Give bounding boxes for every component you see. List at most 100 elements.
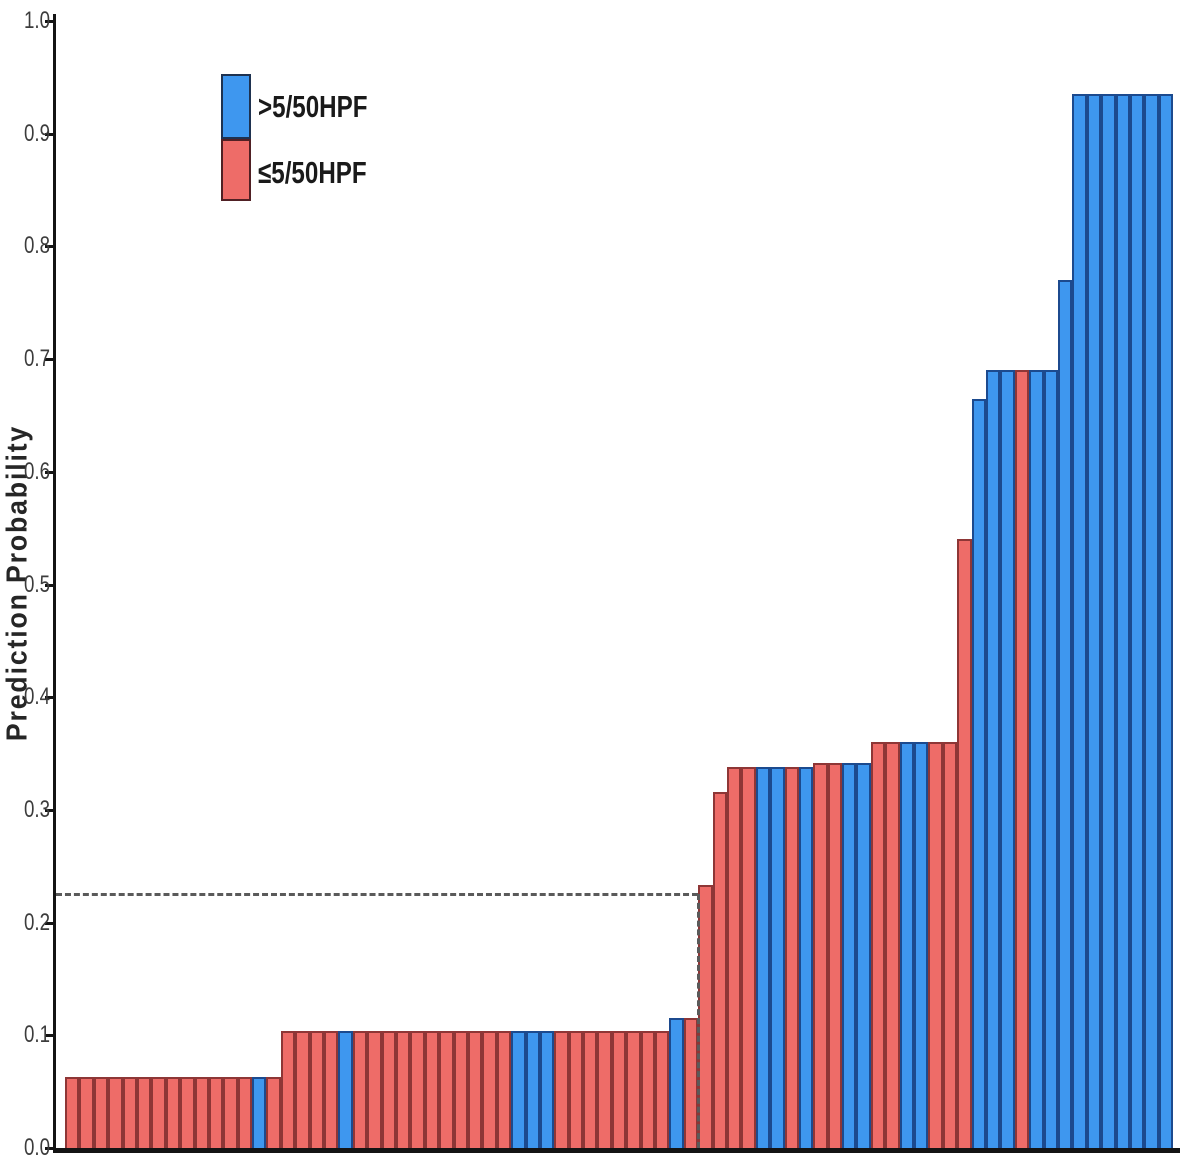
y-tick-mark <box>45 1034 53 1038</box>
y-tick-mark <box>45 20 53 23</box>
y-tick-label: 1.0 <box>23 7 50 34</box>
bar-48-le <box>741 767 756 1148</box>
y-tick-mark <box>45 696 53 700</box>
bar-35-le <box>554 1030 569 1148</box>
bar-3-le <box>93 1077 109 1148</box>
bar-32-gt <box>511 1030 526 1148</box>
legend-label-le5-50hpf: ≤5/50HPF <box>258 155 367 190</box>
bar-59-gt <box>899 742 915 1148</box>
bar-34-gt <box>539 1030 555 1148</box>
bar-23-le <box>381 1030 396 1148</box>
y-tick-mark <box>45 470 53 474</box>
bar-52-gt <box>798 767 814 1148</box>
y-tick-label: 0.8 <box>23 232 50 260</box>
y-tick-mark <box>45 245 53 249</box>
bar-64-gt <box>971 398 986 1148</box>
y-tick-label: 0.0 <box>23 1134 50 1161</box>
threshold-line-horizontal <box>56 892 699 896</box>
bar-2-le <box>79 1077 94 1148</box>
y-axis-line <box>53 14 56 1153</box>
bar-43-gt <box>669 1018 684 1148</box>
bar-9-le <box>180 1077 195 1148</box>
x-axis-line <box>53 1148 1180 1153</box>
bar-36-le <box>568 1030 584 1148</box>
bar-70-gt <box>1057 280 1073 1148</box>
bar-60-gt <box>914 742 929 1148</box>
bar-22-le <box>367 1030 382 1148</box>
bar-19-le <box>324 1030 339 1148</box>
threshold-line-vertical <box>696 894 700 1148</box>
bar-20-gt <box>338 1030 353 1148</box>
y-tick-label: 0.1 <box>23 1021 50 1049</box>
y-tick-label: 0.6 <box>23 457 50 485</box>
plot-area <box>65 21 1174 1148</box>
bar-29-le <box>467 1030 483 1148</box>
bar-58-le <box>885 742 900 1148</box>
bar-75-gt <box>1129 94 1145 1148</box>
bar-18-le <box>309 1030 325 1148</box>
bar-71-gt <box>1072 94 1087 1148</box>
bar-65-gt <box>986 370 1001 1148</box>
bar-37-le <box>583 1030 598 1148</box>
y-tick-mark <box>45 583 53 587</box>
bar-39-le <box>611 1030 627 1148</box>
legend-swatch-le5-50hpf <box>221 139 251 201</box>
bar-76-gt <box>1144 94 1159 1148</box>
bar-55-gt <box>842 762 857 1148</box>
bar-63-le <box>957 539 972 1148</box>
y-tick-label: 0.5 <box>23 570 50 598</box>
bar-47-le <box>726 767 742 1148</box>
bar-30-le <box>482 1030 497 1148</box>
bar-4-le <box>108 1077 123 1148</box>
bar-14-gt <box>252 1077 267 1148</box>
y-tick-mark <box>45 358 53 362</box>
bar-13-le <box>237 1077 253 1148</box>
bar-16-le <box>280 1030 296 1148</box>
bar-45-le <box>698 885 713 1148</box>
bar-46-le <box>712 791 727 1148</box>
y-tick-mark <box>45 808 53 812</box>
bar-27-le <box>439 1030 454 1148</box>
y-tick-label: 0.4 <box>23 683 50 711</box>
bar-72-gt <box>1086 94 1102 1148</box>
bar-15-le <box>266 1077 281 1148</box>
bar-61-le <box>928 742 943 1148</box>
bar-57-le <box>870 742 886 1148</box>
bar-8-le <box>165 1077 181 1148</box>
y-tick-mark <box>45 1147 53 1150</box>
bar-73-gt <box>1101 94 1116 1148</box>
bar-40-le <box>626 1030 641 1148</box>
bar-6-le <box>136 1077 152 1148</box>
bar-41-le <box>640 1030 656 1148</box>
bar-1-le <box>65 1077 80 1148</box>
bar-56-gt <box>856 762 871 1148</box>
y-tick-mark <box>45 132 53 136</box>
y-tick-mark <box>45 921 53 925</box>
bar-53-le <box>813 762 828 1148</box>
y-tick-label: 0.9 <box>23 119 50 147</box>
bar-5-le <box>122 1077 137 1148</box>
bar-11-le <box>208 1077 224 1148</box>
bar-67-le <box>1014 370 1030 1148</box>
bar-10-le <box>194 1077 209 1148</box>
bar-17-le <box>295 1030 310 1148</box>
bar-74-gt <box>1115 94 1130 1148</box>
bar-66-gt <box>1000 370 1015 1148</box>
bar-12-le <box>223 1077 238 1148</box>
y-tick-label: 0.3 <box>23 795 50 823</box>
bar-33-gt <box>525 1030 540 1148</box>
bar-28-le <box>453 1030 468 1148</box>
bar-25-le <box>410 1030 425 1148</box>
bar-21-le <box>352 1030 368 1148</box>
bar-42-le <box>655 1030 670 1148</box>
bar-7-le <box>151 1077 166 1148</box>
bar-51-le <box>784 767 799 1148</box>
bar-50-gt <box>770 767 785 1148</box>
bar-62-le <box>942 742 958 1148</box>
bar-24-le <box>395 1030 411 1148</box>
bar-38-le <box>597 1030 612 1148</box>
y-tick-label: 0.2 <box>23 908 50 936</box>
legend-swatch-gt5-50hpf <box>221 74 251 139</box>
legend <box>221 74 251 201</box>
bar-77-gt <box>1158 94 1174 1148</box>
